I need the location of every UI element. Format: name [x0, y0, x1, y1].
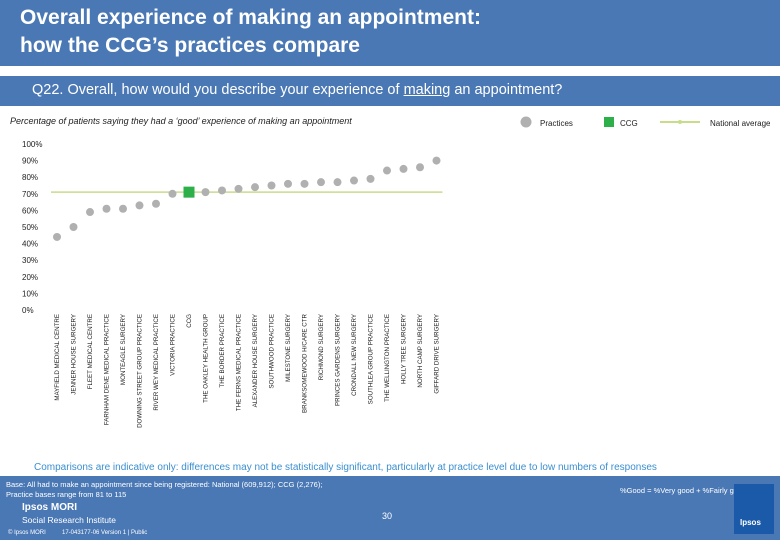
practice-marker — [119, 204, 127, 213]
legend-practices-label: Practices — [540, 119, 573, 128]
category-label: RIVER WEY MEDICAL PRACTICE — [153, 314, 160, 411]
category-label: THE BORDER PRACTICE — [219, 314, 226, 388]
ipsos-logo-text: Ipsos — [740, 518, 761, 527]
practice-marker — [317, 178, 325, 187]
category-label: CCG — [186, 314, 193, 328]
practice-marker — [267, 181, 276, 190]
practice-marker — [366, 174, 375, 183]
comparison-note: Comparisons are indicative only: differe… — [34, 462, 657, 473]
question-bar: Q22. Overall, how would you describe you… — [0, 76, 780, 106]
category-label: PRINCES GARDENS SURGERY — [335, 314, 342, 406]
title-bar: Overall experience of making an appointm… — [0, 0, 780, 66]
base-line-1: Base: All had to make an appointment sin… — [6, 480, 323, 489]
legend: Practices CCG National average — [520, 116, 770, 128]
title-line-2: how the CCG’s practices compare — [20, 34, 360, 57]
title-line-1: Overall experience of making an appointm… — [20, 6, 481, 29]
y-tick-label: 20% — [22, 273, 38, 282]
question-text: Q22. Overall, how would you describe you… — [32, 82, 562, 98]
practice-marker — [333, 178, 342, 187]
ccg-marker — [183, 186, 195, 198]
legend-national-label: National average — [710, 119, 770, 128]
practice-marker — [102, 204, 111, 213]
practice-marker — [432, 156, 441, 165]
practice-marker — [69, 223, 78, 231]
category-label: JENNER HOUSE SURGERY — [71, 314, 78, 395]
practice-marker — [86, 208, 94, 217]
calc-note: %Good = %Very good + %Fairly good — [620, 486, 747, 495]
base-note: Base: All had to make an appointment sin… — [6, 480, 426, 500]
base-line-2: Practice bases range from 81 to 115 — [6, 490, 127, 499]
legend-practice-marker — [520, 116, 532, 128]
copyright: © Ipsos MORI — [8, 530, 46, 536]
practice-marker — [416, 163, 424, 172]
practice-marker — [284, 179, 292, 188]
category-label: HOLLY TREE SURGERY — [401, 314, 408, 384]
category-label: VICTORIA PRACTICE — [170, 314, 177, 376]
practice-marker — [152, 199, 160, 208]
category-label: NORTH CAMP SURGERY — [417, 314, 424, 388]
y-tick-label: 30% — [22, 256, 38, 265]
sri-logo-text: Social Research Institute — [22, 515, 117, 525]
page-number: 30 — [382, 511, 393, 521]
practice-marker — [53, 232, 61, 241]
question-underlined: making — [403, 82, 451, 98]
category-label: CRONDALL NEW SURGERY — [351, 314, 358, 396]
category-label: BRANKSOMEWOOD H/CARE CTR — [302, 313, 309, 413]
category-label: MONTEAGLE SURGERY — [120, 314, 127, 385]
category-label: FLEET MEDICAL CENTRE — [87, 314, 94, 389]
scatter-chart: 0% 10% 20% 30% 40% 50% 60% 70% 80% 90% 100% MAYFIEL… — [22, 140, 443, 428]
legend-ccg-marker — [604, 117, 614, 127]
category-label: ALEXANDER HOUSE SURGERY — [252, 314, 259, 407]
category-label: THE OAKLEY HEALTH GROUP — [203, 314, 210, 403]
practice-marker — [218, 186, 226, 195]
y-tick-label: 40% — [22, 240, 38, 249]
version-text: 17-043177-06 Version 1 | Public — [62, 530, 148, 536]
y-tick-label: 70% — [22, 190, 38, 199]
legend-ccg-label: CCG — [620, 119, 638, 128]
y-tick-label: 10% — [22, 289, 38, 298]
y-tick-label: 80% — [22, 173, 38, 182]
practice-marker — [399, 164, 408, 173]
y-tick-label: 50% — [22, 223, 38, 232]
y-tick-label: 60% — [22, 206, 38, 215]
practice-marker — [350, 176, 358, 185]
practice-marker — [201, 188, 210, 197]
category-label: SOUTHLEA GROUP PRACTICE — [368, 314, 375, 404]
category-label: MAYFIELD MEDICAL CENTRE — [54, 314, 61, 401]
ipsos-logo: Ipsos — [734, 484, 774, 534]
practice-marker — [300, 179, 309, 188]
practice-marker — [234, 184, 243, 193]
y-tick-label: 90% — [22, 157, 38, 166]
category-label: GIFFARD DRIVE SURGERY — [434, 314, 441, 394]
practice-marker — [135, 201, 144, 210]
legend-national-dot — [678, 120, 682, 124]
category-label: DOWNING STREET GROUP PRACTICE — [137, 314, 144, 428]
practice-marker — [251, 183, 259, 192]
category-label: RICHMOND SURGERY — [318, 314, 325, 380]
y-tick-label: 100% — [22, 140, 42, 149]
category-label: FARNHAM DENE MEDICAL PRACTICE — [104, 314, 111, 425]
category-label: SOUTHWOOD PRACTICE — [269, 314, 276, 389]
practice-marker — [168, 189, 177, 198]
page-title: Overall experience of making an appointm… — [20, 4, 481, 60]
category-label: MILESTONE SURGERY — [285, 314, 292, 382]
practice-marker — [383, 166, 391, 175]
category-label: THE FERNS MEDICAL PRACTICE — [236, 314, 243, 411]
ipsos-mori-logo: Ipsos MORI — [22, 502, 78, 513]
question-prefix: Q22. Overall, how would you describe you… — [32, 82, 404, 98]
chart-subtitle: Percentage of patients saying they had a… — [10, 116, 352, 126]
category-label: THE WELLINGTON PRACTICE — [384, 314, 391, 402]
y-tick-label: 0% — [22, 306, 34, 315]
footer-bar — [0, 476, 780, 540]
question-suffix: an appointment? — [450, 82, 563, 98]
